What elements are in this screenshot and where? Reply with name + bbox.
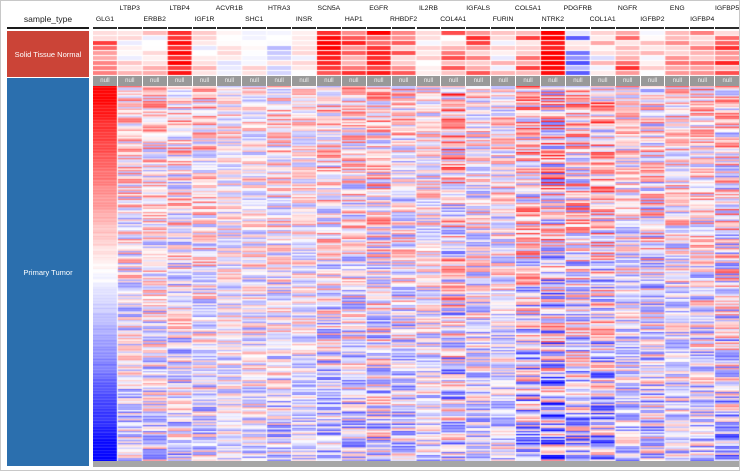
gene-label-htra3[interactable]: HTRA3 [267, 5, 291, 12]
gene-label-ngfr[interactable]: NGFR [617, 5, 638, 12]
null-cell[interactable]: null [192, 76, 217, 86]
null-cell[interactable]: null [565, 76, 590, 86]
gene-label-ntrk2[interactable]: NTRK2 [541, 16, 565, 23]
null-cell[interactable]: null [167, 76, 192, 86]
gene-label-furin[interactable]: FURIN [492, 16, 514, 23]
column-underline [192, 27, 217, 29]
null-cell[interactable]: null [441, 76, 466, 86]
column-underline [217, 27, 242, 29]
null-cell[interactable]: null [715, 76, 739, 86]
null-cell[interactable]: null [242, 76, 267, 86]
gene-label-col1a1[interactable]: COL1A1 [589, 16, 616, 23]
column-underline [466, 27, 491, 29]
gene-label-igf1r[interactable]: IGF1R [194, 16, 215, 23]
heatmap-tumor-section[interactable] [93, 86, 739, 461]
gene-label-eng[interactable]: ENG [669, 5, 685, 12]
sample-group-solid-tissue-normal[interactable]: Solid Tissue Normal [7, 31, 89, 77]
column-underline [590, 27, 615, 29]
gene-label-erbb2[interactable]: ERBB2 [143, 16, 166, 23]
gene-label-rhbdf2[interactable]: RHBDF2 [389, 16, 418, 23]
column-underline [715, 27, 739, 29]
null-cell[interactable]: null [391, 76, 416, 86]
column-underline [316, 27, 341, 29]
gene-label-col4a1[interactable]: COL4A1 [440, 16, 467, 23]
null-cell[interactable]: null [93, 76, 117, 86]
gene-label-hap1[interactable]: HAP1 [344, 16, 363, 23]
null-cell[interactable]: null [590, 76, 615, 86]
sample-group-label: Primary Tumor [23, 267, 73, 277]
column-underline [690, 27, 715, 29]
column-underline [267, 27, 292, 29]
column-underline [516, 27, 540, 29]
column-underline [615, 27, 640, 29]
gene-label-ltbp3[interactable]: LTBP3 [119, 5, 140, 12]
sample-type-column-header[interactable]: sample_type [7, 3, 89, 29]
null-cell[interactable]: null [317, 76, 341, 86]
sample-group-primary-tumor[interactable]: Primary Tumor [7, 78, 89, 466]
gene-label-col5a1[interactable]: COL5A1 [514, 5, 542, 12]
column-underline [292, 27, 316, 29]
null-row: null null null null null null null null null null… [93, 76, 739, 86]
null-cell[interactable]: null [491, 76, 516, 86]
column-underline [565, 27, 590, 29]
gene-label-acvr1b[interactable]: ACVR1B [215, 5, 243, 12]
null-cell[interactable]: null [217, 76, 242, 86]
null-cell[interactable]: null [267, 76, 292, 86]
gene-label-shc1[interactable]: SHC1 [245, 16, 264, 23]
column-underline [640, 27, 665, 29]
column-underline [167, 27, 192, 29]
gene-label-il2rb[interactable]: IL2RB [418, 5, 438, 12]
null-cell[interactable]: null [665, 76, 690, 86]
column-underline [491, 27, 516, 29]
gene-label-ltbp4[interactable]: LTBP4 [169, 5, 190, 12]
heatmap-normal-section[interactable] [93, 31, 739, 76]
heatmap-area: null null null null null null null null null null… [93, 31, 739, 467]
column-underline [366, 27, 391, 29]
gene-label-scn5a[interactable]: SCN5A [317, 5, 341, 12]
column-underline [665, 27, 690, 29]
gene-label-igfbp5[interactable]: IGFBP5 [714, 5, 740, 12]
column-underline [117, 27, 142, 29]
column-underline [142, 27, 167, 29]
null-cell[interactable]: null [640, 76, 665, 86]
column-underline [93, 27, 117, 29]
null-cell[interactable]: null [117, 76, 142, 86]
gene-label-igfals[interactable]: IGFALS [466, 5, 491, 12]
null-cell[interactable]: null [416, 76, 441, 86]
gene-label-glg1[interactable]: GLG1 [95, 16, 115, 23]
null-cell[interactable]: null [541, 76, 565, 86]
null-cell[interactable]: null [292, 76, 317, 86]
gene-labels-header: GLG1 LTBP3 ERBB2 LTBP4 IGF1R ACVR1B SHC1 HTRA3 I… [93, 1, 739, 29]
null-cell[interactable]: null [142, 76, 167, 86]
column-underline [416, 27, 441, 29]
column-underline [242, 27, 267, 29]
column-underline [540, 27, 565, 29]
null-cell[interactable]: null [341, 76, 366, 86]
sample-group-label: Solid Tissue Normal [14, 49, 82, 59]
column-underline [441, 27, 466, 29]
null-cell[interactable]: null [466, 76, 491, 86]
gene-label-igfbp4[interactable]: IGFBP4 [690, 16, 715, 23]
bottom-null-strip [93, 461, 739, 467]
gene-label-insr[interactable]: INSR [295, 16, 313, 23]
column-underline [391, 27, 416, 29]
gene-label-pdgfrb[interactable]: PDGFRB [563, 5, 592, 12]
gene-label-igfbp2[interactable]: IGFBP2 [640, 16, 665, 23]
sample-type-label: sample_type [23, 14, 73, 24]
null-cell[interactable]: null [690, 76, 715, 86]
column-underline [341, 27, 366, 29]
null-cell[interactable]: null [366, 76, 391, 86]
null-cell[interactable]: null [516, 76, 541, 86]
gene-label-egfr[interactable]: EGFR [369, 5, 389, 12]
null-cell[interactable]: null [615, 76, 640, 86]
